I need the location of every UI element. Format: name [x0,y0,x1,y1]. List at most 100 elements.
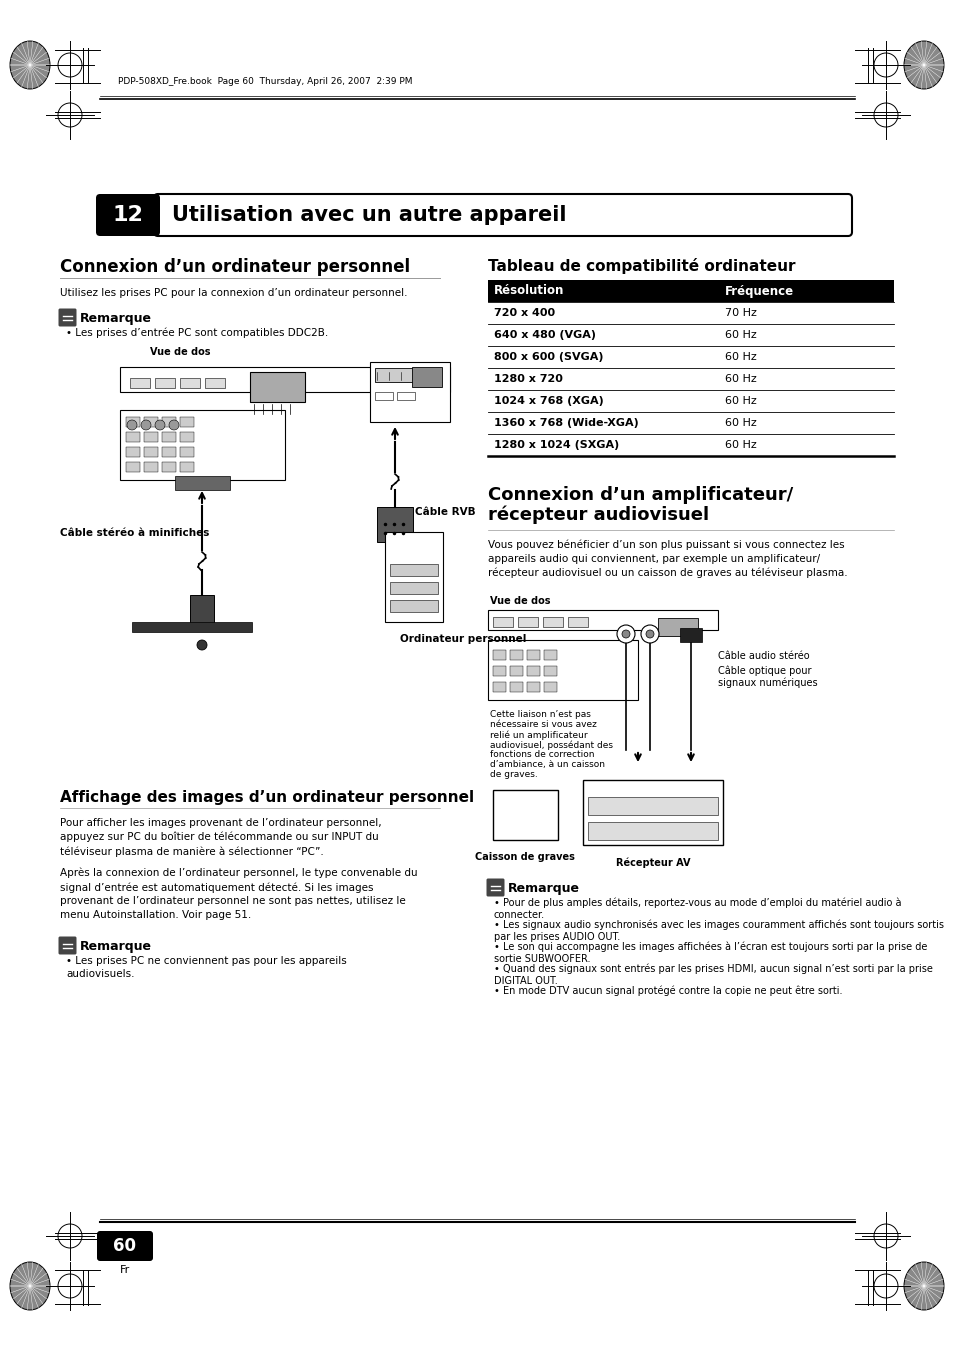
Bar [396,392,415,400]
Bar [385,532,442,621]
FancyBboxPatch shape [153,195,851,236]
Bar [488,611,718,630]
Text: Vous pouvez bénéficier d’un son plus puissant si vous connectez les
appareils au: Vous pouvez bénéficier d’un son plus pui… [488,540,846,578]
Bar [130,378,150,388]
Bar [543,682,557,692]
Circle shape [141,420,151,430]
FancyBboxPatch shape [97,1231,152,1260]
Text: • Quand des signaux sont entrés par les prises HDMI, aucun signal n’est sorti pa: • Quand des signaux sont entrés par les … [494,965,932,986]
Bar [144,432,158,442]
Bar [488,640,638,700]
Text: 1024 x 768 (XGA): 1024 x 768 (XGA) [494,396,603,407]
Text: Caisson de graves: Caisson de graves [475,852,575,862]
Bar [412,367,441,386]
Text: 60 Hz: 60 Hz [724,417,756,428]
Ellipse shape [903,1262,943,1310]
FancyBboxPatch shape [58,308,76,327]
Text: Pour afficher les images provenant de l’ordinateur personnel,
appuyez sur PC du : Pour afficher les images provenant de l’… [60,817,381,857]
Bar [120,367,450,392]
Bar [493,666,505,676]
Text: 60 Hz: 60 Hz [724,330,756,340]
Bar [154,378,174,388]
Text: Affichage des images d’un ordinateur personnel: Affichage des images d’un ordinateur per… [60,790,474,805]
Bar [180,378,200,388]
Bar [542,617,562,627]
Text: audiovisuel, possédant des: audiovisuel, possédant des [490,740,613,750]
Bar [250,372,305,403]
Circle shape [621,630,629,638]
Bar [526,650,539,661]
Text: 1360 x 768 (Wide-XGA): 1360 x 768 (Wide-XGA) [494,417,639,428]
Text: 1280 x 720: 1280 x 720 [494,374,562,384]
Bar [132,621,252,632]
Text: • Les prises d’entrée PC sont compatibles DDC2B.: • Les prises d’entrée PC sont compatible… [66,327,328,338]
Bar [174,476,230,490]
Text: relié un amplificateur: relié un amplificateur [490,730,587,739]
Text: Vue de dos: Vue de dos [490,596,550,607]
Bar [567,617,587,627]
Text: 60 Hz: 60 Hz [724,440,756,450]
Text: Tableau de compatibilité ordinateur: Tableau de compatibilité ordinateur [488,258,795,274]
Bar [587,821,718,840]
Text: Câble optique pour: Câble optique pour [718,666,811,677]
FancyBboxPatch shape [486,878,504,897]
Ellipse shape [10,1262,50,1310]
Bar [390,582,437,594]
Text: 12: 12 [112,205,143,226]
Text: • Les signaux audio synchronisés avec les images couramment affichés sont toujou: • Les signaux audio synchronisés avec le… [494,920,943,942]
Text: Résolution: Résolution [494,285,564,297]
Bar [517,617,537,627]
Bar [390,563,437,576]
Text: Remarque: Remarque [507,882,579,894]
Bar [126,447,140,457]
Bar [526,666,539,676]
Bar [543,666,557,676]
Text: nécessaire si vous avez: nécessaire si vous avez [490,720,597,730]
Text: Câble stéréo à minifiches: Câble stéréo à minifiches [60,528,209,538]
Bar [144,417,158,427]
FancyBboxPatch shape [58,936,76,955]
Text: signaux numériques: signaux numériques [718,678,817,689]
Bar [658,617,698,636]
Text: d’ambiance, à un caisson: d’ambiance, à un caisson [490,761,604,769]
Bar [376,507,413,542]
Ellipse shape [10,41,50,89]
Text: Remarque: Remarque [80,312,152,326]
Circle shape [617,626,635,643]
Text: fonctions de correction: fonctions de correction [490,750,594,759]
Text: Remarque: Remarque [80,940,152,952]
Bar [493,617,513,627]
Bar [180,447,193,457]
Text: Vue de dos: Vue de dos [150,347,211,357]
Bar [543,650,557,661]
Bar [120,409,285,480]
Bar [144,447,158,457]
Text: 70 Hz: 70 Hz [724,308,756,317]
Bar [190,594,213,630]
Circle shape [196,640,207,650]
Text: 60 Hz: 60 Hz [724,396,756,407]
Text: 60: 60 [113,1238,136,1255]
Bar [162,462,175,471]
Text: • Pour de plus amples détails, reportez-vous au mode d’emploi du matériel audio : • Pour de plus amples détails, reportez-… [494,898,901,920]
FancyBboxPatch shape [96,195,160,236]
Bar [390,600,437,612]
Text: Utilisation avec un autre appareil: Utilisation avec un autre appareil [172,205,566,226]
Circle shape [127,420,137,430]
Text: Câble audio stéréo: Câble audio stéréo [718,651,809,661]
Bar [180,462,193,471]
Bar [180,417,193,427]
Text: 720 x 400: 720 x 400 [494,308,555,317]
Text: Utilisez les prises PC pour la connexion d’un ordinateur personnel.: Utilisez les prises PC pour la connexion… [60,288,407,299]
Bar [126,432,140,442]
Circle shape [169,420,179,430]
Text: 1280 x 1024 (SXGA): 1280 x 1024 (SXGA) [494,440,618,450]
Bar [493,790,558,840]
Bar [144,462,158,471]
Circle shape [154,420,165,430]
Bar [375,367,413,382]
Circle shape [645,630,654,638]
Bar [679,628,701,642]
Text: Câble RVB: Câble RVB [415,507,476,517]
Text: Fréquence: Fréquence [724,285,793,297]
